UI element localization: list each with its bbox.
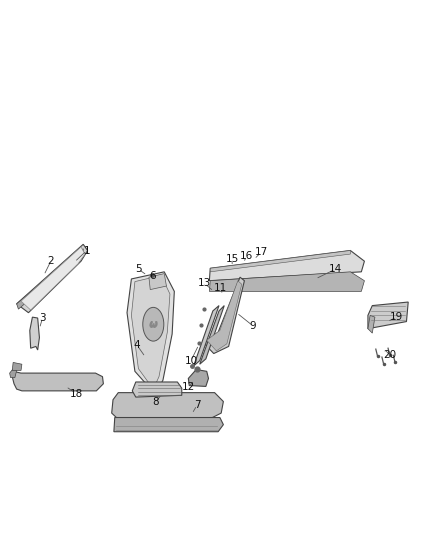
Polygon shape xyxy=(368,316,375,333)
Polygon shape xyxy=(209,251,364,281)
Polygon shape xyxy=(127,272,174,394)
Text: 2: 2 xyxy=(47,256,54,266)
Polygon shape xyxy=(30,317,39,350)
Polygon shape xyxy=(368,302,408,329)
Text: 3: 3 xyxy=(39,313,46,323)
Text: 16: 16 xyxy=(240,251,253,261)
Text: 1: 1 xyxy=(83,246,90,255)
Polygon shape xyxy=(194,305,219,366)
Text: 5: 5 xyxy=(135,264,142,274)
Polygon shape xyxy=(210,251,350,272)
Text: 10: 10 xyxy=(184,356,198,366)
Polygon shape xyxy=(188,369,208,386)
Polygon shape xyxy=(10,369,17,377)
Polygon shape xyxy=(12,362,22,370)
Polygon shape xyxy=(132,382,182,397)
Text: 8: 8 xyxy=(152,397,159,407)
Polygon shape xyxy=(114,417,223,432)
Polygon shape xyxy=(11,372,103,391)
Text: 20: 20 xyxy=(383,350,396,360)
Polygon shape xyxy=(207,281,242,351)
Text: 14: 14 xyxy=(329,264,342,274)
Polygon shape xyxy=(131,276,170,389)
Text: 13: 13 xyxy=(198,278,211,288)
Polygon shape xyxy=(21,247,85,310)
Polygon shape xyxy=(17,249,83,309)
Text: 19: 19 xyxy=(390,312,403,322)
Text: 11: 11 xyxy=(214,283,227,293)
Text: 15: 15 xyxy=(226,254,239,264)
Polygon shape xyxy=(112,393,223,419)
Ellipse shape xyxy=(143,308,164,341)
Text: 18: 18 xyxy=(70,389,83,399)
Text: 6: 6 xyxy=(149,271,156,281)
Polygon shape xyxy=(200,305,224,364)
Polygon shape xyxy=(209,272,364,292)
Text: 7: 7 xyxy=(194,400,201,410)
Polygon shape xyxy=(204,277,244,353)
Text: 4: 4 xyxy=(133,340,140,350)
Text: 9: 9 xyxy=(250,321,257,331)
Text: 17: 17 xyxy=(254,247,268,257)
Polygon shape xyxy=(17,244,88,313)
Text: 12: 12 xyxy=(182,382,195,392)
Polygon shape xyxy=(149,273,166,289)
